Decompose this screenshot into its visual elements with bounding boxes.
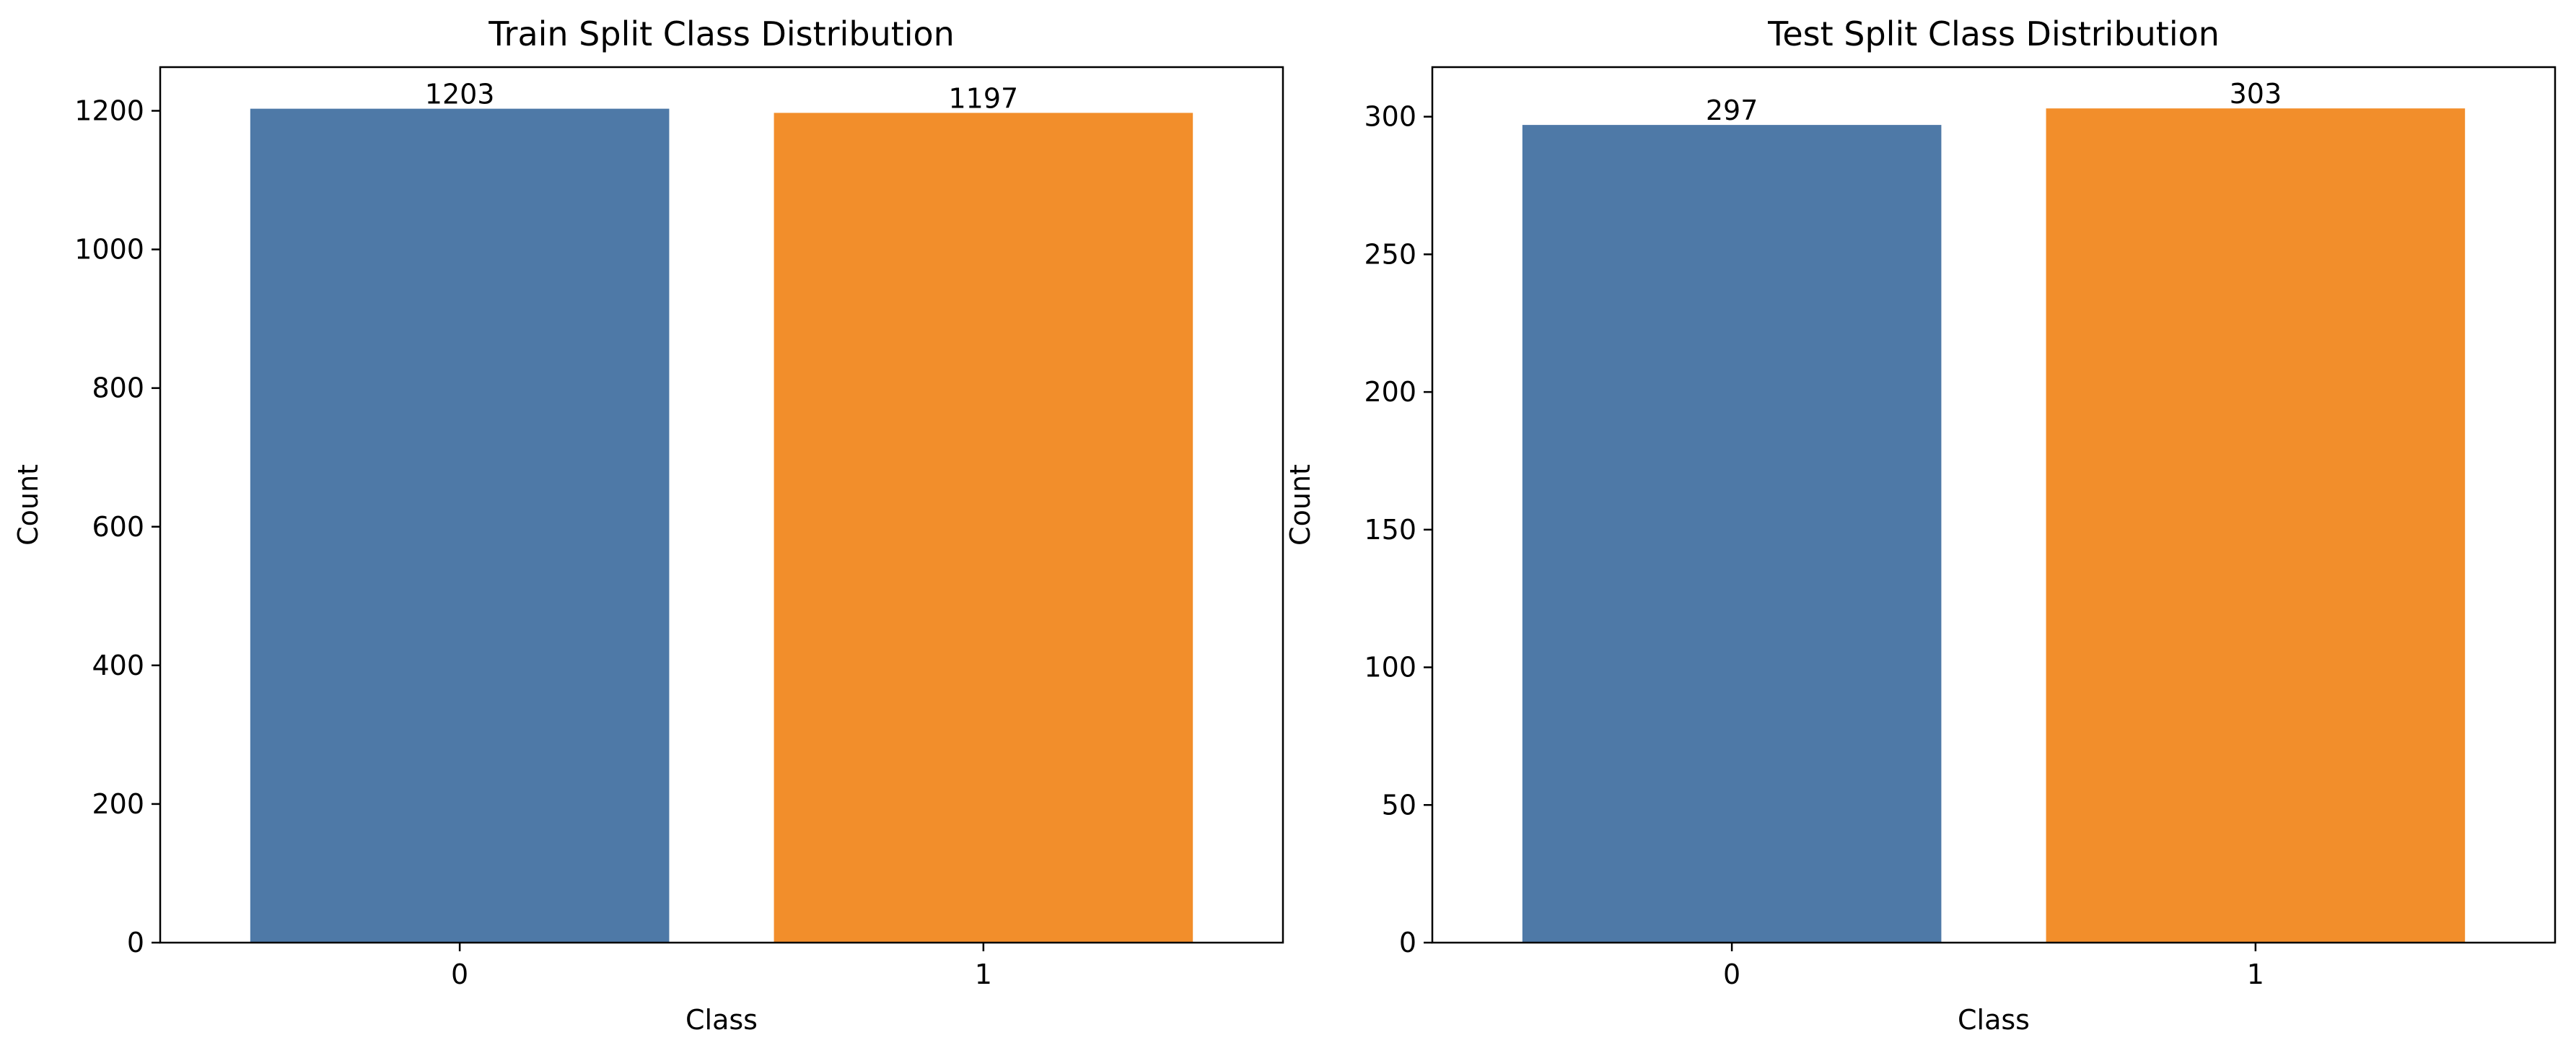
chart-0-data-label-class-0: 1203 (425, 79, 495, 110)
chart-0-data-label-class-1: 1197 (949, 82, 1019, 114)
chart-0-x-tick-label: 1 (975, 959, 992, 990)
chart-0-y-tick-label: 1200 (74, 95, 144, 127)
chart-0-y-axis-label: Count (12, 464, 44, 546)
chart-1-y-tick-label: 300 (1364, 101, 1416, 133)
chart-0-bar-class-0 (250, 108, 670, 943)
chart-0-y-tick-label: 200 (92, 788, 144, 820)
chart-1-x-axis-label: Class (1958, 1004, 2030, 1036)
chart-1-x-tick-label: 0 (1723, 959, 1740, 990)
chart-0-title: Train Split Class Distribution (488, 14, 955, 53)
chart-0-y-tick-label: 800 (92, 372, 144, 404)
chart-1-y-tick-label: 50 (1382, 789, 1416, 821)
chart-0-bar-class-1 (774, 113, 1193, 943)
chart-1-y-tick-label: 150 (1364, 514, 1416, 546)
chart-1-y-tick-label: 200 (1364, 376, 1416, 408)
chart-0-y-tick-label: 1000 (74, 234, 144, 266)
chart-0-axes-frame (159, 66, 1284, 944)
chart-1-data-label-class-1: 303 (2230, 78, 2282, 110)
chart-1-x-tick-label: 1 (2247, 959, 2264, 990)
chart-0-y-tick-label: 400 (92, 650, 144, 681)
chart-1-axes-frame (1431, 66, 2557, 944)
chart-0-x-axis-label: Class (685, 1004, 758, 1036)
chart-1-data-label-class-0: 297 (1706, 95, 1758, 126)
chart-1-y-axis-label: Count (1284, 464, 1316, 546)
chart-1-bar-class-1 (2046, 108, 2466, 943)
chart-1-bar-class-0 (1522, 125, 1942, 943)
chart-1-y-tick-label: 100 (1364, 652, 1416, 684)
chart-1-y-tick-label: 0 (1399, 927, 1416, 959)
chart-0-y-tick-label: 0 (127, 927, 144, 959)
chart-1-y-tick-label: 250 (1364, 238, 1416, 270)
chart-1-title: Test Split Class Distribution (1767, 14, 2220, 53)
chart-0-y-tick-label: 600 (92, 511, 144, 543)
chart-0-x-tick-label: 0 (451, 959, 468, 990)
